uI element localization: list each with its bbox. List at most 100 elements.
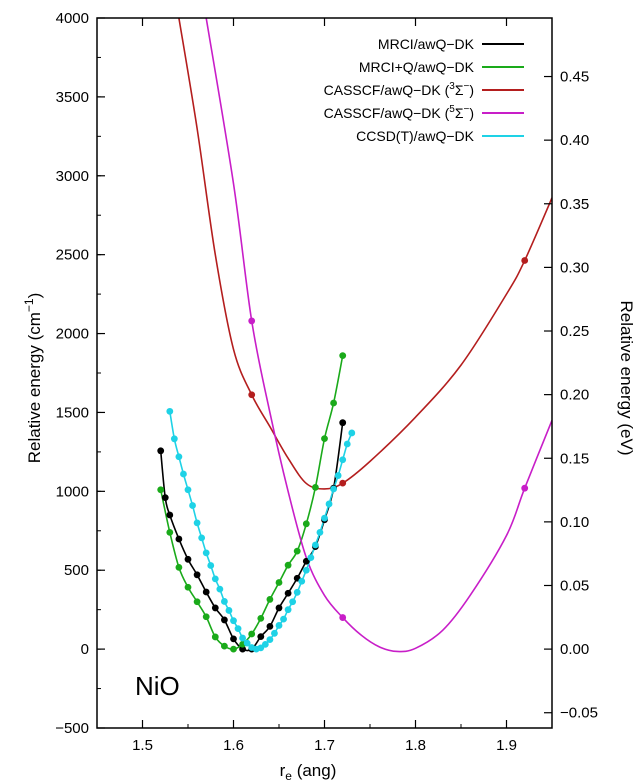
data-point-4 <box>325 500 333 508</box>
data-point-4 <box>211 575 219 583</box>
data-point-1 <box>175 563 183 571</box>
data-point-4 <box>289 598 297 606</box>
data-point-4 <box>234 625 242 632</box>
data-point-4 <box>348 429 356 437</box>
x-axis-title-main: r <box>280 761 286 780</box>
x-axis-title-rest: (ang) <box>292 761 336 780</box>
data-point-4 <box>166 407 174 415</box>
data-point-0 <box>175 535 183 543</box>
data-point-0 <box>257 633 265 641</box>
y-axis-title-sup: −1 <box>22 298 36 312</box>
data-point-4 <box>302 566 310 574</box>
data-point-4 <box>189 502 196 509</box>
legend-label-symsup: − <box>463 81 469 92</box>
data-point-4 <box>266 636 274 644</box>
y-right-tick-label: 0.15 <box>560 450 589 467</box>
data-point-4 <box>293 588 301 596</box>
data-point-3 <box>248 317 256 325</box>
data-point-4 <box>280 615 287 623</box>
data-point-0 <box>184 555 192 563</box>
data-point-3 <box>521 484 529 492</box>
y-tick-label: 1500 <box>56 404 89 421</box>
legend: MRCI/awQ−DK MRCI+Q/awQ−DK CASSCF/awQ−DK (3… <box>324 36 524 144</box>
data-point-4 <box>339 456 347 464</box>
series-line-0 <box>159 422 344 652</box>
data-point-1 <box>193 598 201 606</box>
data-point-1 <box>221 642 228 650</box>
data-point-4 <box>321 514 328 522</box>
plot-frame <box>96 17 553 729</box>
data-point-4 <box>271 629 278 637</box>
data-point-1 <box>339 352 347 360</box>
x-tick-label: 1.7 <box>314 737 335 754</box>
x-axis-title-sub: e <box>285 769 292 781</box>
x-tick-label: 1.8 <box>405 737 426 754</box>
legend-label-sup: 5 <box>449 104 455 115</box>
data-point-0 <box>230 635 237 643</box>
data-point-4 <box>198 534 206 542</box>
y-axis-title-end: ) <box>25 293 44 299</box>
y-tick-label: 1000 <box>56 483 89 500</box>
data-point-0 <box>275 604 283 612</box>
tick-layer: 1.5 1.6 1.7 1.8 1.9 −500 0 500 1000 1500 2000 2500 3… <box>55 10 598 754</box>
legend-label-main: MRCI/awQ−DK <box>378 36 475 52</box>
data-point-1 <box>166 528 174 536</box>
data-point-1 <box>293 547 301 555</box>
data-point-4 <box>216 585 224 593</box>
legend-label-symsup: − <box>463 104 469 115</box>
data-point-0 <box>211 604 219 612</box>
data-point-4 <box>261 640 269 648</box>
y-right-tick-label: 0.10 <box>560 514 589 531</box>
x-tick-label: 1.5 <box>132 737 153 754</box>
data-point-4 <box>207 562 215 569</box>
y-right-tick-label: 0.45 <box>560 69 589 86</box>
y-right-tick-label: −0.05 <box>560 705 598 722</box>
y-tick-label: 500 <box>64 562 89 579</box>
data-point-4 <box>221 598 228 605</box>
data-point-1 <box>266 596 274 603</box>
data-point-0 <box>157 447 165 455</box>
data-point-4 <box>180 470 187 478</box>
legend-label-1: MRCI+Q/awQ−DK <box>359 59 475 75</box>
y-axis-title-left: Relative energy (cm−1) <box>22 293 44 464</box>
y-tick-label: 2000 <box>56 326 89 343</box>
data-point-1 <box>202 613 210 621</box>
data-point-4 <box>316 528 324 536</box>
data-point-1 <box>184 583 192 591</box>
data-point-3 <box>339 614 347 621</box>
data-point-2 <box>339 479 347 487</box>
data-point-4 <box>193 519 201 527</box>
data-point-4 <box>312 541 319 549</box>
data-point-1 <box>302 520 310 528</box>
data-point-0 <box>193 571 201 579</box>
y-tick-label: 0 <box>81 641 89 658</box>
data-point-1 <box>211 633 219 641</box>
y-right-tick-label: 0.30 <box>560 259 589 276</box>
y-right-tick-label: 0.35 <box>560 196 589 213</box>
y-axis-title-main: Relative energy (cm <box>25 312 44 463</box>
legend-label-main: MRCI+Q/awQ−DK <box>359 59 475 75</box>
data-point-4 <box>343 440 351 448</box>
data-point-0 <box>239 645 247 653</box>
series-line-2 <box>178 18 552 490</box>
y-tick-label: −500 <box>55 720 89 737</box>
series-points <box>157 257 529 653</box>
data-point-4 <box>243 639 251 647</box>
data-point-4 <box>334 472 342 479</box>
x-tick-label: 1.6 <box>223 737 244 754</box>
legend-label-sym: Σ <box>455 82 464 98</box>
legend-label-2: CASSCF/awQ−DK (3Σ−) <box>324 81 474 98</box>
y-tick-label: 4000 <box>56 10 89 27</box>
data-point-4 <box>184 486 192 494</box>
y-axis-title-right: Relative energy (eV) <box>617 301 634 456</box>
data-point-4 <box>170 435 178 443</box>
legend-label-4: CCSD(T)/awQ−DK <box>356 128 475 144</box>
data-point-4 <box>330 485 337 493</box>
y-right-tick-label: 0.25 <box>560 323 589 340</box>
data-point-1 <box>248 630 256 638</box>
data-point-0 <box>284 589 292 597</box>
data-point-1 <box>321 435 328 443</box>
data-point-4 <box>175 453 183 461</box>
annotation-nio: NiO <box>135 671 180 701</box>
